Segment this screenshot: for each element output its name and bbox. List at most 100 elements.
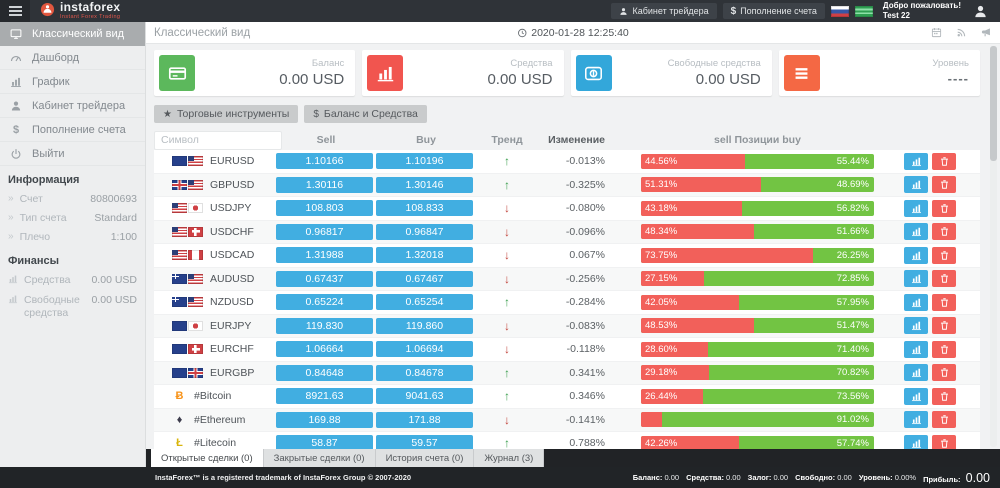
logo[interactable]: instaforex Instant Forex Trading: [40, 1, 120, 21]
positions-bar: 51.31% 48.69%: [641, 177, 874, 193]
green-flag-icon[interactable]: [854, 5, 873, 17]
buy-button[interactable]: 0.67467: [376, 270, 473, 287]
balance-funds-button[interactable]: $ Баланс и Средства: [304, 105, 427, 123]
sell-button[interactable]: 1.30116: [276, 176, 373, 193]
chart-button[interactable]: [904, 411, 928, 429]
delete-button[interactable]: [932, 152, 956, 170]
buy-button[interactable]: 0.84678: [376, 364, 473, 381]
symbol-cell[interactable]: ♦ #Ethereum: [154, 414, 276, 426]
buy-button[interactable]: 0.65254: [376, 294, 473, 311]
symbol-search-input[interactable]: [154, 130, 282, 150]
delete-button[interactable]: [932, 199, 956, 217]
sell-button[interactable]: 8921.63: [276, 388, 373, 405]
buy-button[interactable]: 59.57: [376, 435, 473, 449]
buy-button[interactable]: 9041.63: [376, 388, 473, 405]
rss-icon[interactable]: [956, 27, 967, 38]
buy-button[interactable]: 119.860: [376, 317, 473, 334]
tab-account-history[interactable]: История счета (0): [375, 449, 475, 467]
delete-button[interactable]: [932, 246, 956, 264]
symbol-cell[interactable]: EURJPY: [154, 320, 276, 332]
delete-button[interactable]: [932, 270, 956, 288]
symbol-cell[interactable]: EURUSD: [154, 155, 276, 167]
sidebar-item-logout[interactable]: Выйти: [0, 142, 145, 166]
deposit-button[interactable]: $ Пополнение счета: [722, 3, 825, 19]
delete-button[interactable]: [932, 176, 956, 194]
chart-icon: [911, 391, 922, 402]
delete-button[interactable]: [932, 364, 956, 382]
chart-button[interactable]: [904, 176, 928, 194]
symbol-cell[interactable]: Ł #Litecoin: [154, 437, 276, 449]
sell-button[interactable]: 0.84648: [276, 364, 373, 381]
sidebar-item-trader-cabinet[interactable]: Кабинет трейдера: [0, 94, 145, 118]
chart-icon: [911, 273, 922, 284]
sell-button[interactable]: 0.65224: [276, 294, 373, 311]
table-row: EURJPY 119.830 119.860 ↓ -0.083% 48.53% 51.47%: [154, 314, 980, 338]
calendar-icon[interactable]: [931, 27, 942, 38]
delete-button[interactable]: [932, 387, 956, 405]
sell-button[interactable]: 108.803: [276, 200, 373, 217]
symbol-cell[interactable]: Ƀ #Bitcoin: [154, 390, 276, 402]
chart-button[interactable]: [904, 340, 928, 358]
chart-button[interactable]: [904, 152, 928, 170]
buy-button[interactable]: 1.10196: [376, 153, 473, 170]
trash-icon: [939, 203, 950, 214]
chart-button[interactable]: [904, 364, 928, 382]
russian-flag-icon[interactable]: [830, 5, 849, 17]
delete-button[interactable]: [932, 293, 956, 311]
sell-button[interactable]: 169.88: [276, 411, 373, 428]
sell-button[interactable]: 0.96817: [276, 223, 373, 240]
buy-button[interactable]: 171.88: [376, 411, 473, 428]
chart-button[interactable]: [904, 387, 928, 405]
sell-button[interactable]: 1.06664: [276, 341, 373, 358]
buy-button[interactable]: 1.30146: [376, 176, 473, 193]
chart-button[interactable]: [904, 270, 928, 288]
chart-button[interactable]: [904, 293, 928, 311]
buy-button[interactable]: 1.06694: [376, 341, 473, 358]
symbol-cell[interactable]: EURGBP: [154, 367, 276, 379]
tab-journal[interactable]: Журнал (3): [474, 449, 545, 467]
tab-open-trades[interactable]: Открытые сделки (0): [151, 449, 264, 467]
chart-button[interactable]: [904, 223, 928, 241]
flag-jp-icon: [188, 203, 203, 214]
delete-button[interactable]: [932, 223, 956, 241]
sell-button[interactable]: 1.31988: [276, 247, 373, 264]
sidebar-item-deposit[interactable]: $ Пополнение счета: [0, 118, 145, 142]
dollar-icon: $: [313, 108, 319, 120]
symbol-cell[interactable]: GBPUSD: [154, 179, 276, 191]
sell-button[interactable]: 0.67437: [276, 270, 373, 287]
symbol-cell[interactable]: USDJPY: [154, 202, 276, 214]
positions-bar: 48.53% 51.47%: [641, 318, 874, 334]
info-label: Плечо: [19, 231, 51, 244]
delete-button[interactable]: [932, 411, 956, 429]
sidebar-item-dashboard[interactable]: Дашборд: [0, 46, 145, 70]
buy-button[interactable]: 108.833: [376, 200, 473, 217]
card-body: Свободные средства 0.00 USD: [612, 55, 767, 91]
sell-button[interactable]: 119.830: [276, 317, 373, 334]
trader-cabinet-button[interactable]: Кабинет трейдера: [611, 3, 717, 19]
symbol-cell[interactable]: AUDUSD: [154, 273, 276, 285]
symbol-cell[interactable]: USDCAD: [154, 249, 276, 261]
chart-button[interactable]: [904, 317, 928, 335]
trading-instruments-button[interactable]: ★ Торговые инструменты: [154, 105, 299, 123]
megaphone-icon[interactable]: [981, 27, 992, 38]
sidebar-item-chart[interactable]: График: [0, 70, 145, 94]
sell-button[interactable]: 1.10166: [276, 153, 373, 170]
menu-toggle-icon[interactable]: [0, 0, 30, 22]
delete-button[interactable]: [932, 434, 956, 449]
delete-button[interactable]: [932, 340, 956, 358]
scrollbar-track[interactable]: [990, 46, 997, 447]
delete-button[interactable]: [932, 317, 956, 335]
sidebar-item-classic-view[interactable]: Классический вид: [0, 22, 145, 46]
sell-button[interactable]: 58.87: [276, 435, 373, 449]
buy-button[interactable]: 0.96847: [376, 223, 473, 240]
symbol-cell[interactable]: USDCHF: [154, 226, 276, 238]
chart-button[interactable]: [904, 434, 928, 449]
symbol-cell[interactable]: EURCHF: [154, 343, 276, 355]
symbol-cell[interactable]: NZDUSD: [154, 296, 276, 308]
tab-closed-trades[interactable]: Закрытые сделки (0): [263, 449, 376, 467]
chart-button[interactable]: [904, 246, 928, 264]
buy-button[interactable]: 1.32018: [376, 247, 473, 264]
chart-button[interactable]: [904, 199, 928, 217]
user-avatar-icon[interactable]: [973, 4, 988, 19]
scrollbar-thumb[interactable]: [990, 46, 997, 161]
